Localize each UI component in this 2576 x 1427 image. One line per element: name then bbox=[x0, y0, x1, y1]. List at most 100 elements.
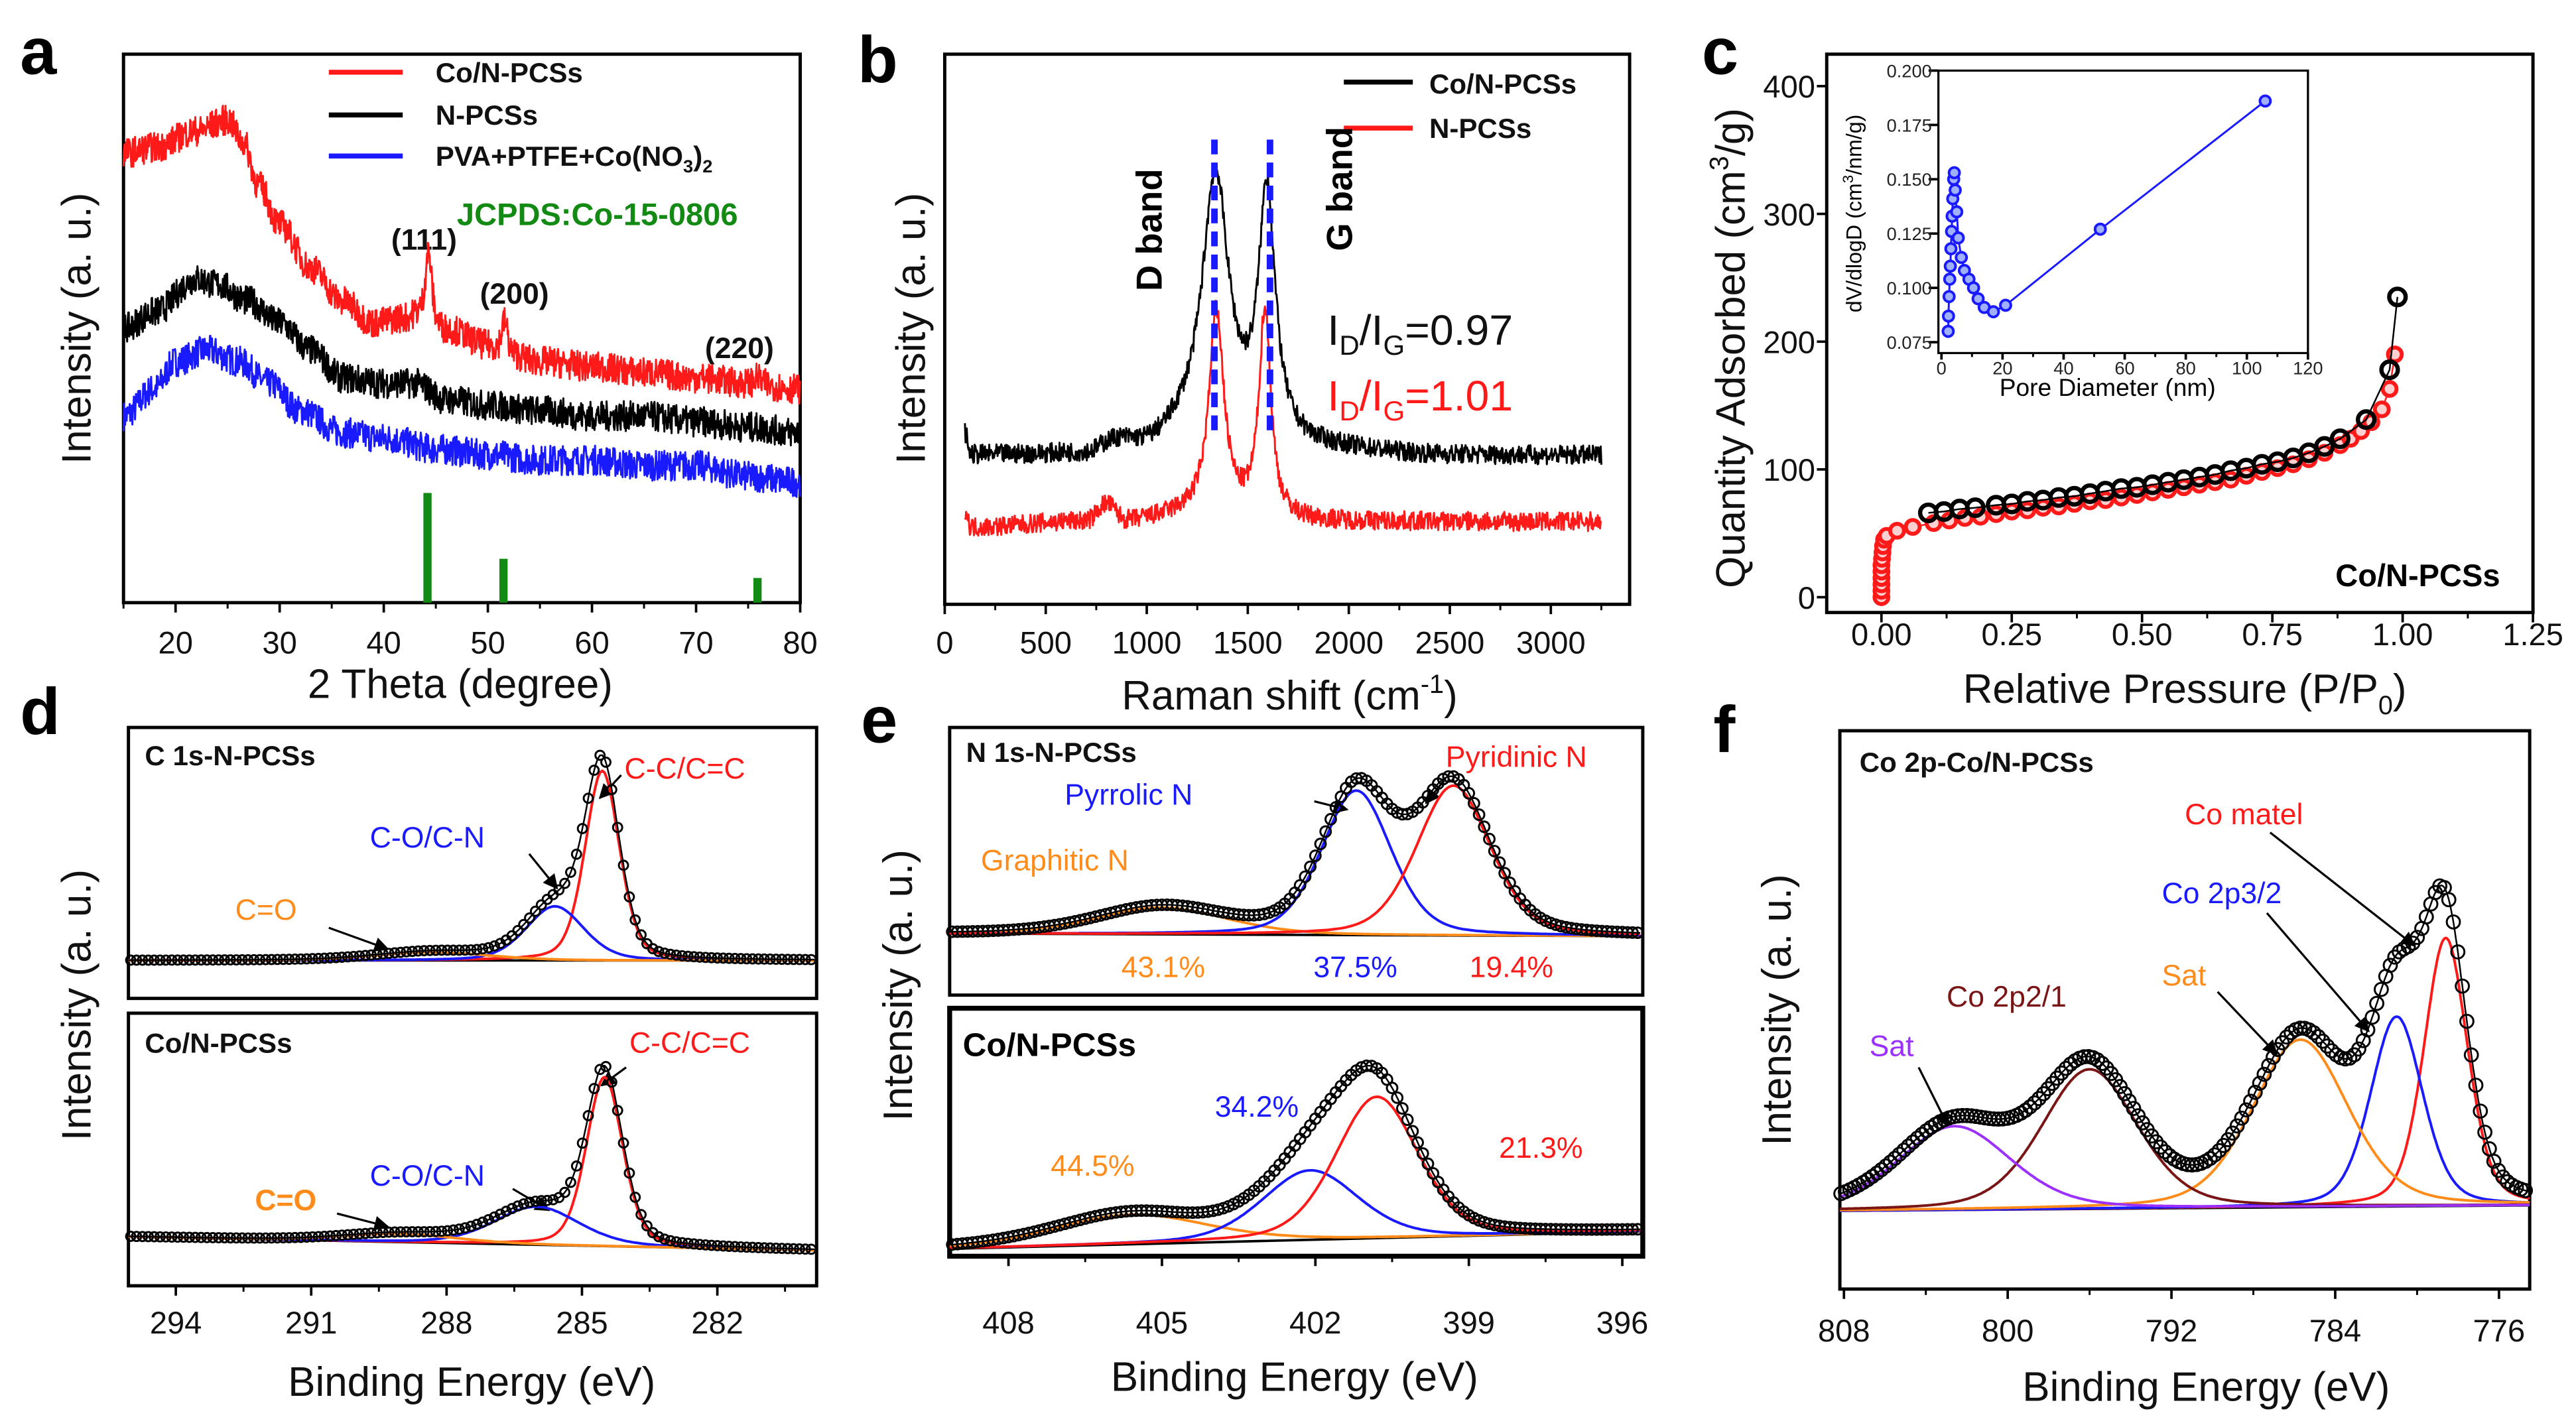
raw-data-point bbox=[137, 954, 149, 966]
raw-data-point bbox=[401, 1226, 413, 1238]
raw-data-point bbox=[265, 1232, 277, 1244]
raw-data-point bbox=[1878, 1158, 1894, 1174]
raw-data-point bbox=[453, 944, 465, 956]
x-tick-label: 60 bbox=[574, 625, 609, 660]
raw-data-point bbox=[741, 1241, 753, 1253]
subplot-title: C 1s-N-PCSs bbox=[145, 740, 315, 771]
raw-data-point bbox=[172, 1231, 184, 1243]
x-tick-label: 396 bbox=[1596, 1305, 1649, 1340]
raw-data-point bbox=[236, 1232, 248, 1244]
raw-data-point bbox=[477, 1216, 489, 1228]
raw-data-point bbox=[219, 954, 231, 966]
raw-data-point bbox=[254, 954, 266, 965]
raw-data-point bbox=[758, 1242, 770, 1254]
raw-data-point bbox=[389, 947, 401, 959]
raw-data-point bbox=[413, 1226, 424, 1238]
raw-data-point bbox=[465, 1220, 477, 1232]
percent-label: 21.3% bbox=[1499, 1132, 1582, 1164]
raw-data-point bbox=[2238, 1102, 2254, 1118]
raw-data-point bbox=[747, 1241, 759, 1253]
x-tick-label: 2000 bbox=[1314, 625, 1384, 660]
raw-data-point bbox=[535, 899, 547, 911]
raw-data-point bbox=[201, 954, 213, 966]
pore-distribution-point bbox=[1951, 231, 1965, 245]
raw-data-point bbox=[2031, 1091, 2047, 1107]
raw-data-point bbox=[735, 1241, 747, 1253]
pore-distribution-point bbox=[1941, 324, 1955, 338]
raw-data-point bbox=[2468, 1078, 2484, 1093]
subplot-title: N 1s-N-PCSs bbox=[966, 737, 1137, 768]
raw-data-point bbox=[565, 1176, 576, 1188]
raw-data-point bbox=[265, 954, 277, 965]
raw-data-point bbox=[442, 944, 454, 956]
raw-data-point bbox=[2207, 1147, 2222, 1163]
plot-frame bbox=[948, 725, 1645, 997]
percent-label: 19.4% bbox=[1470, 951, 1553, 983]
raw-data-point bbox=[2360, 1022, 2376, 1038]
raw-data-point bbox=[149, 1231, 160, 1243]
raw-data-point bbox=[2306, 1025, 2321, 1040]
raw-data-point bbox=[1391, 1091, 1404, 1104]
raw-data-point bbox=[559, 1186, 571, 1198]
raw-data-point bbox=[805, 954, 817, 965]
raw-data-point bbox=[248, 954, 260, 965]
raw-data-point bbox=[788, 954, 799, 965]
component-label: C-O/C-N bbox=[370, 1160, 485, 1192]
x-tick-label: 1.25 bbox=[2502, 617, 2563, 652]
y-tick-label: 0.150 bbox=[1887, 169, 1932, 190]
inset-x-axis-title: Pore Diameter (nm) bbox=[2000, 373, 2216, 401]
raw-data-point bbox=[641, 1220, 653, 1232]
raw-data-point bbox=[1324, 813, 1337, 826]
raw-data-point bbox=[518, 1198, 530, 1210]
raw-data-point bbox=[582, 1110, 594, 1121]
raw-data-point bbox=[324, 1230, 336, 1242]
raman-series bbox=[964, 164, 1602, 465]
sample-label: Co/N-PCSs bbox=[2335, 558, 2500, 593]
raw-data-point bbox=[764, 954, 776, 965]
y-tick-label: 400 bbox=[1763, 69, 1815, 104]
raw-data-point bbox=[348, 950, 359, 962]
raw-data-point bbox=[606, 784, 617, 796]
y-axis-title: Intensity (a. u.) bbox=[54, 869, 100, 1141]
raw-data-point bbox=[1329, 801, 1342, 814]
raw-data-point bbox=[149, 954, 160, 966]
raw-data-point bbox=[671, 1236, 682, 1248]
raw-data-point bbox=[178, 954, 190, 966]
raw-data-point bbox=[166, 954, 178, 966]
panel-c-isotherm: Quantity Adsorbed (cm3/g) Relative Press… bbox=[1705, 52, 2563, 720]
raw-data-point bbox=[1631, 926, 1644, 940]
y-axis-title: Intensity (a. u.) bbox=[889, 193, 934, 464]
raw-data-point bbox=[312, 952, 324, 964]
y-axis-title: Intensity (a. u.) bbox=[875, 849, 921, 1121]
raw-data-point bbox=[2022, 1099, 2038, 1115]
raw-data-point bbox=[389, 1226, 401, 1238]
raw-data-point bbox=[336, 952, 348, 963]
pore-distribution-point bbox=[1943, 259, 1957, 273]
raw-data-point bbox=[418, 1226, 430, 1237]
x-axis-title: Relative Pressure (P/P0) bbox=[1963, 666, 2407, 720]
raw-data-point bbox=[753, 1242, 764, 1253]
raw-data-point bbox=[659, 1233, 671, 1245]
pore-distribution-point bbox=[1999, 298, 2012, 312]
raw-data-point bbox=[671, 949, 682, 961]
raw-data-point bbox=[2455, 978, 2471, 994]
percent-label: 34.2% bbox=[1215, 1091, 1299, 1123]
raw-data-point bbox=[401, 946, 413, 958]
isotherm-point bbox=[2356, 409, 2377, 430]
raw-data-point bbox=[143, 1231, 155, 1243]
raw-data-point bbox=[2450, 944, 2466, 960]
raw-data-point bbox=[318, 952, 330, 964]
raw-data-point bbox=[2243, 1093, 2258, 1109]
raw-data-point bbox=[348, 1229, 359, 1240]
pore-distribution-point bbox=[2093, 222, 2107, 236]
raw-data-point bbox=[1421, 1157, 1435, 1170]
x-tick-label: 408 bbox=[982, 1305, 1035, 1340]
raw-data-point bbox=[524, 912, 535, 924]
raw-data-point bbox=[2410, 930, 2425, 945]
raw-data-point bbox=[489, 1211, 500, 1223]
raw-data-point bbox=[676, 950, 688, 962]
xrd-series bbox=[122, 334, 801, 498]
raw-data-point bbox=[459, 944, 471, 956]
pore-distribution-point bbox=[1971, 292, 1985, 306]
raw-data-point bbox=[448, 1224, 459, 1236]
